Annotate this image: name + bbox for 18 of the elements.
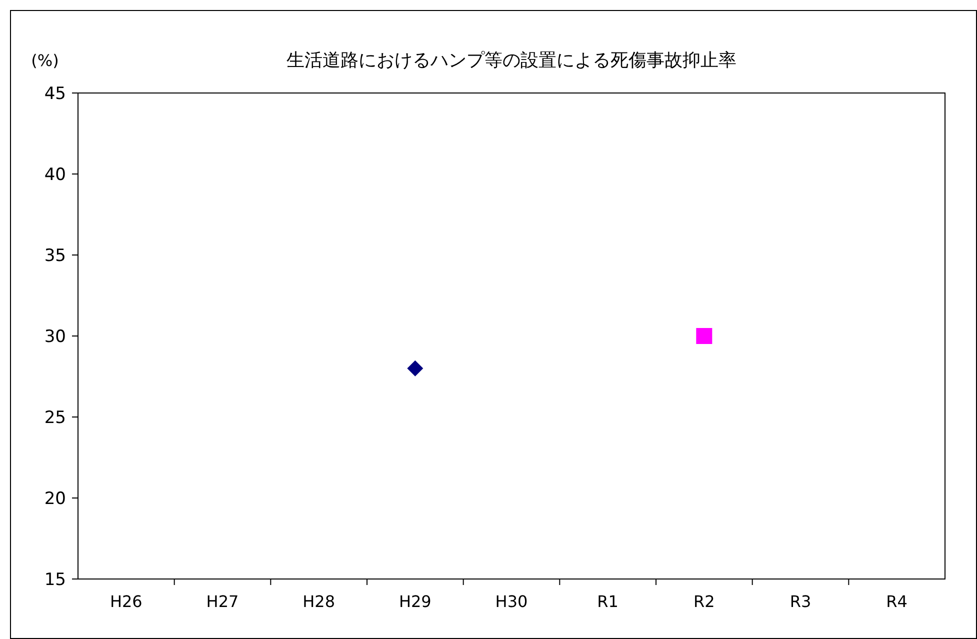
x-tick-label: R1 — [597, 592, 618, 611]
y-tick-label: 45 — [44, 84, 66, 104]
x-tick-label: H28 — [302, 592, 336, 611]
x-tick-label: R4 — [886, 592, 908, 611]
y-tick-label: 35 — [44, 246, 66, 266]
chart-title: 生活道路におけるハンプ等の設置による死傷事故抑止率 — [286, 50, 736, 71]
x-tick-label: R2 — [694, 592, 715, 611]
x-tick-label: H29 — [398, 592, 432, 611]
y-tick-label: 25 — [44, 408, 66, 428]
y-tick-label: 40 — [44, 165, 66, 185]
y-axis-title: (%) — [31, 51, 59, 70]
y-tick-label: 15 — [44, 570, 66, 590]
x-tick-label: H30 — [495, 592, 528, 611]
x-tick-label: R3 — [790, 592, 812, 611]
x-tick-label: H26 — [110, 592, 142, 611]
y-tick-label: 20 — [44, 489, 66, 509]
y-tick-label: 30 — [44, 327, 66, 347]
x-tick-label: H27 — [206, 592, 239, 611]
